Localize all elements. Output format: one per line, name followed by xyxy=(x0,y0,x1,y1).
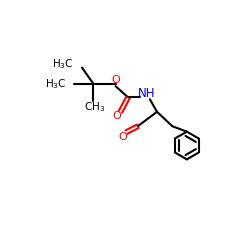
Text: O: O xyxy=(112,75,120,85)
Text: CH$_3$: CH$_3$ xyxy=(84,100,105,114)
Text: O: O xyxy=(118,132,127,142)
Text: O: O xyxy=(112,111,121,121)
Text: H$_3$C: H$_3$C xyxy=(52,57,74,71)
Text: NH: NH xyxy=(138,88,156,101)
Text: H$_3$C: H$_3$C xyxy=(44,77,66,91)
